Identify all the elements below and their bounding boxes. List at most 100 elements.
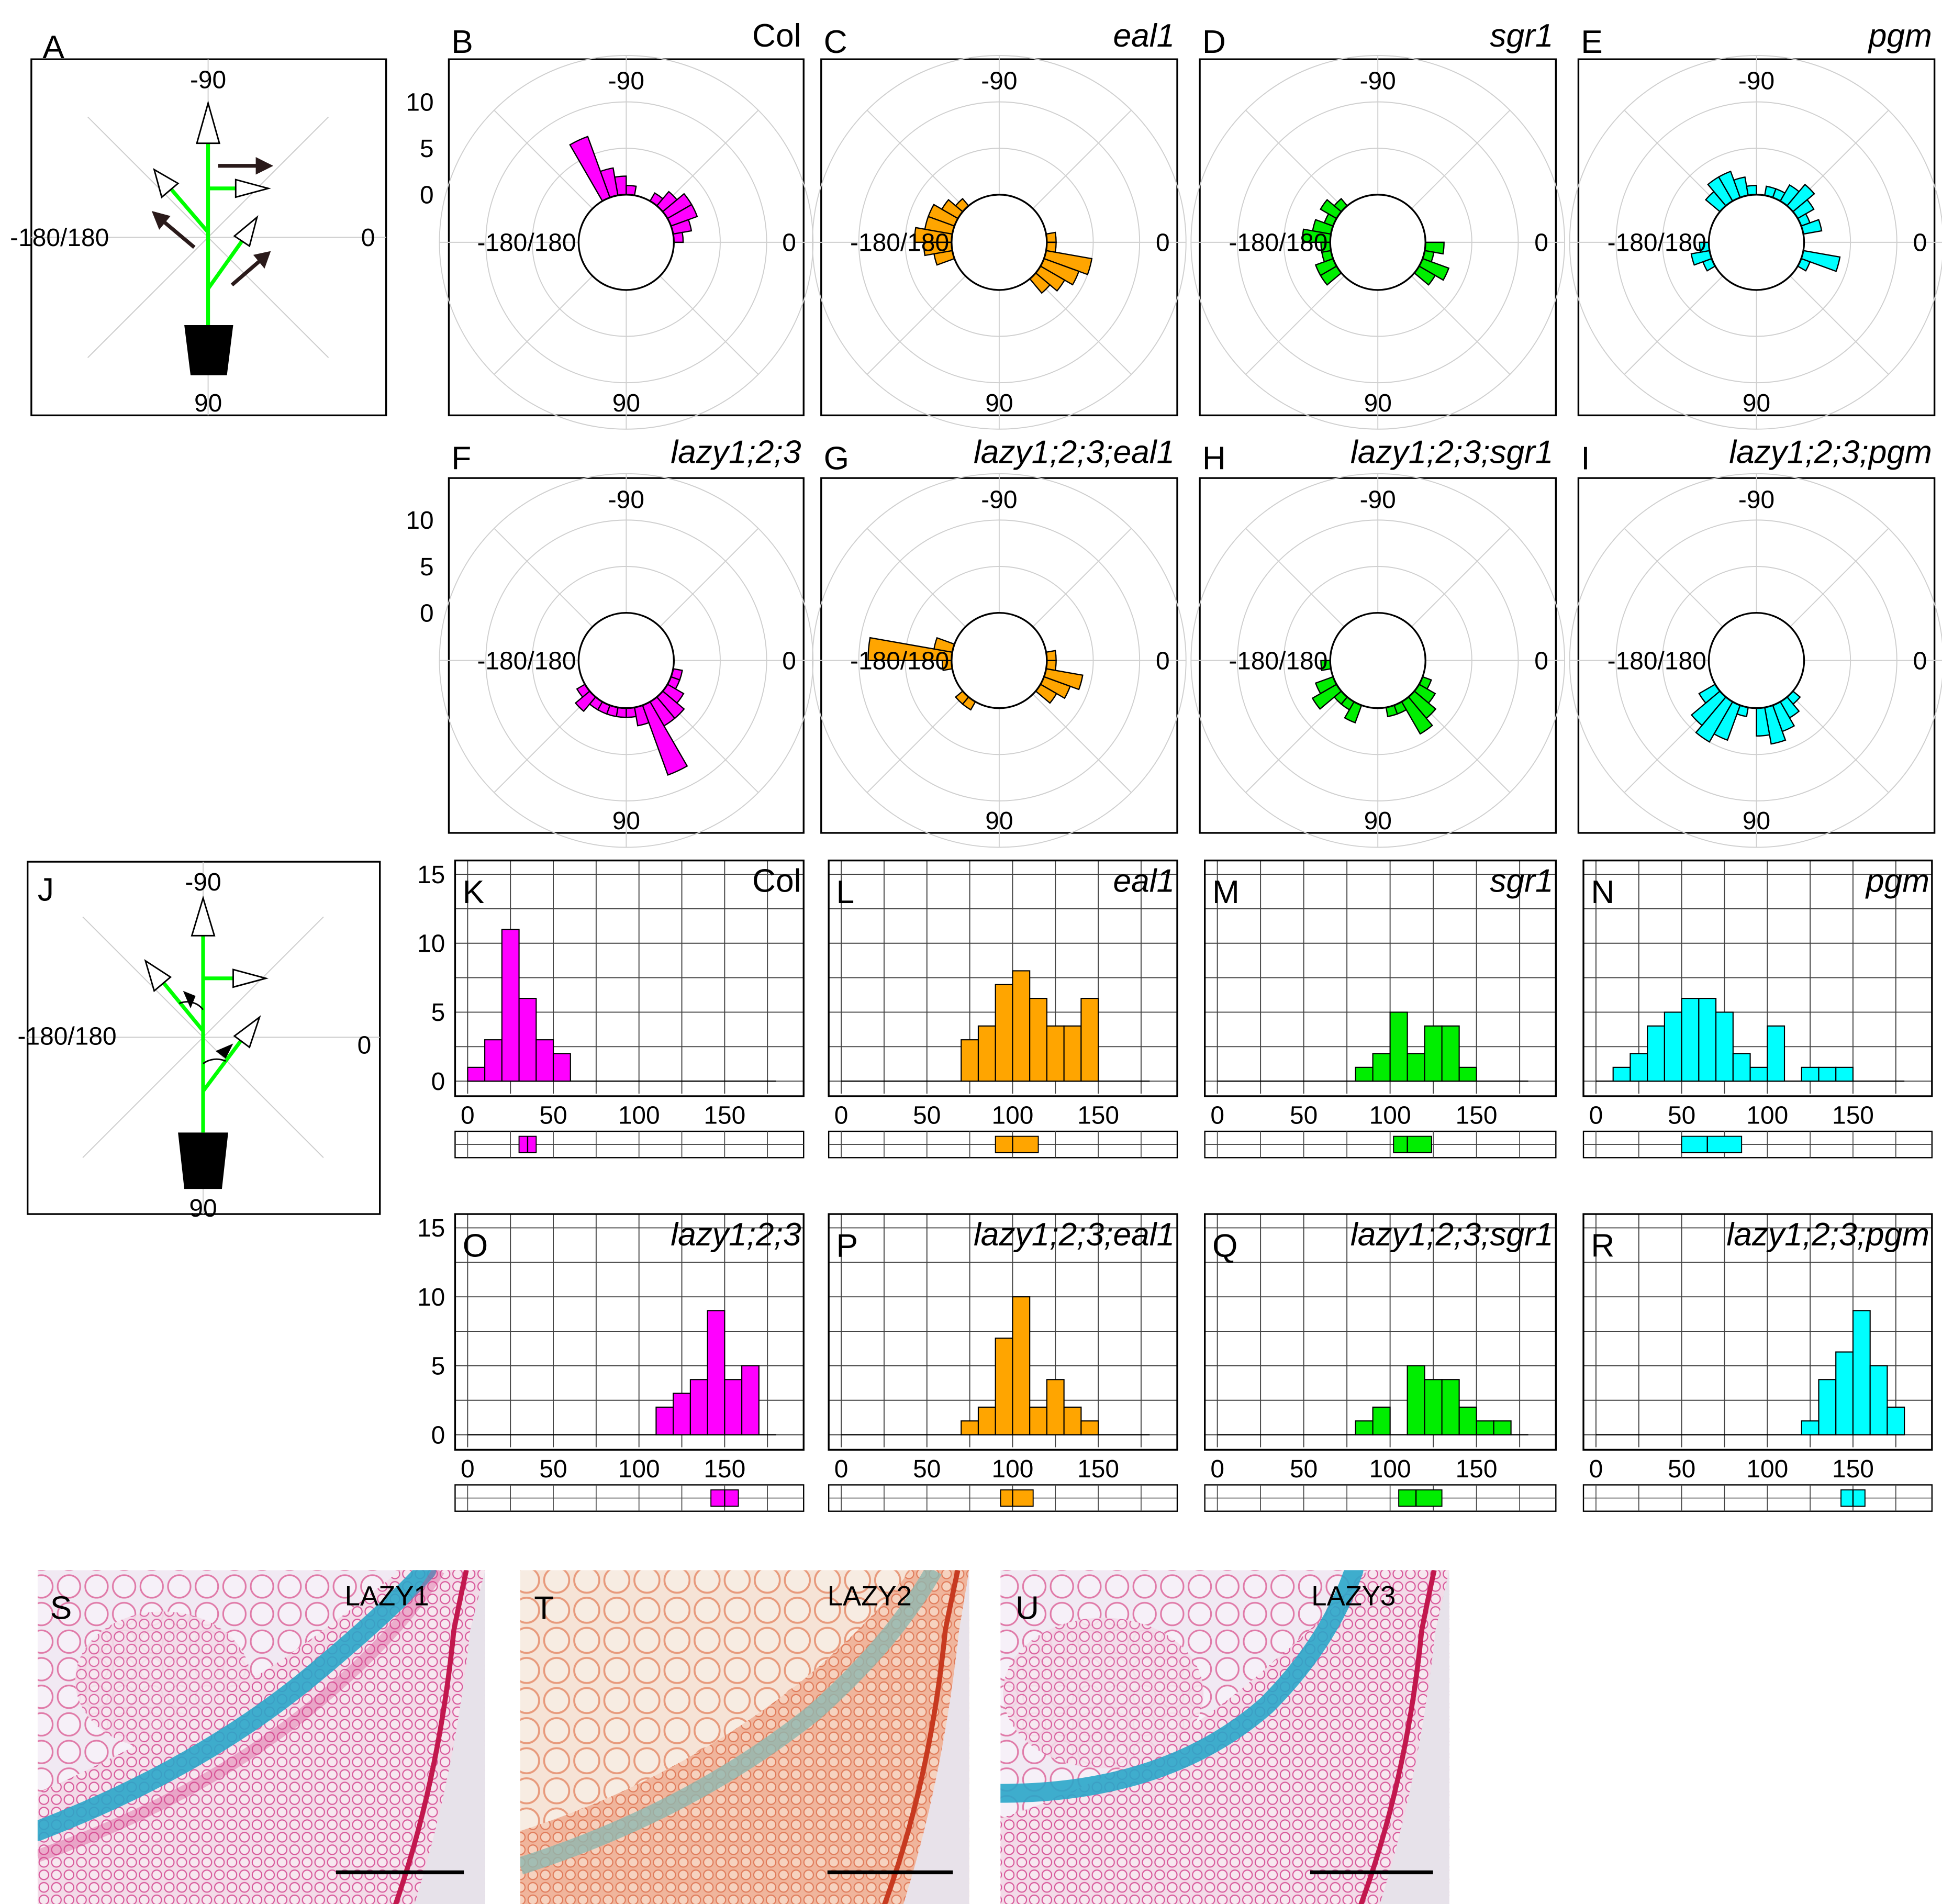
hist-bar — [741, 1365, 760, 1435]
hist-x-tick-label: 50 — [1668, 1455, 1695, 1483]
hist-bar — [1441, 1025, 1460, 1082]
hist-bar — [1424, 1379, 1443, 1435]
hist-genotype-label: lazy1;2;3;sgr1 — [1351, 1217, 1554, 1253]
polar-genotype-label: lazy1;2;3;eal1 — [974, 434, 1175, 470]
polar-grid-spoke — [660, 109, 759, 209]
polar-grid-spoke — [1245, 275, 1345, 375]
polar-panel-f: -90 90 -180/180 0 lazy1;2;3 F 10 5 0 — [406, 434, 814, 848]
polar-grid-spoke — [660, 275, 759, 375]
hist-bar — [1698, 998, 1717, 1082]
arrow-dark-right-icon — [255, 157, 274, 175]
polar-label-right: 0 — [782, 647, 796, 675]
hist-frame — [1582, 859, 1933, 1097]
micrograph-u-label: LAZY3 — [1311, 1580, 1396, 1611]
polar-inner-circle — [951, 194, 1048, 291]
hist-bar — [1664, 1011, 1682, 1082]
hist-bar — [1749, 1066, 1768, 1082]
polar-label-right: 0 — [1534, 229, 1548, 257]
polar-inner-circle — [1707, 194, 1805, 291]
panel-letter-i: I — [1581, 440, 1590, 476]
polar-grid-spoke — [1790, 694, 1889, 793]
hist-bar — [484, 1039, 503, 1082]
hist-x-tick-label: 150 — [1077, 1102, 1119, 1130]
hist-y-tick-label: 0 — [431, 1421, 445, 1449]
polar-grid-spoke — [1245, 694, 1345, 793]
polar-r-tick-label: 10 — [406, 507, 433, 535]
polar-inner-circle — [1707, 611, 1805, 709]
polar-label-left: -180/180 — [477, 647, 576, 675]
hist-x-tick-label: 0 — [834, 1102, 849, 1130]
hist-bar — [1355, 1420, 1374, 1435]
polar-inner-circle — [577, 611, 675, 709]
diagram-a-bottom-label: 90 — [194, 389, 222, 417]
polar-label-top: -90 — [1360, 486, 1396, 514]
polar-grid-spoke — [1245, 528, 1345, 627]
polar-label-left: -180/180 — [1229, 229, 1327, 257]
box-iqr — [1000, 1489, 1034, 1507]
hist-genotype-label: lazy1;2;3 — [671, 1217, 801, 1253]
hist-bar — [1801, 1066, 1820, 1082]
hist-bar — [1029, 998, 1047, 1082]
hist-bar — [1372, 1053, 1391, 1082]
angle-arc-icon — [203, 1058, 226, 1064]
micrograph-s-label: LAZY1 — [345, 1580, 429, 1611]
polar-grid-spoke — [1790, 275, 1889, 375]
hist-x-tick-label: 0 — [1210, 1102, 1224, 1130]
polar-label-top: -90 — [1360, 68, 1396, 95]
hist-x-tick-label: 150 — [704, 1455, 745, 1483]
panel-letter-f: F — [451, 440, 471, 476]
diagram-j: J -90 90 -180/180 0 — [18, 861, 381, 1222]
polar-inner-circle — [1329, 611, 1426, 709]
hist-bar — [1407, 1365, 1425, 1435]
hist-bar — [1424, 1025, 1443, 1082]
micrograph-u: U LAZY3 — [1000, 1570, 1449, 1904]
panel-letter-r: R — [1591, 1228, 1614, 1264]
hist-x-tick-label: 150 — [704, 1102, 745, 1130]
panel-letter-q: Q — [1212, 1228, 1237, 1264]
hist-x-tick-label: 100 — [1746, 1455, 1788, 1483]
arrow-dark-diagonal-icon — [253, 251, 271, 269]
hist-x-tick-label: 0 — [1589, 1455, 1603, 1483]
hist-x-tick-label: 50 — [539, 1455, 567, 1483]
polar-genotype-label: sgr1 — [1490, 18, 1553, 54]
arrow-dark-left-icon — [151, 210, 171, 230]
polar-grid-spoke — [1790, 528, 1889, 627]
polar-panel-c: -90 90 -180/180 0 eal1 C — [812, 18, 1187, 430]
polar-grid-spoke — [866, 275, 966, 375]
hist-frame — [1204, 859, 1557, 1097]
hist-bar — [1080, 998, 1099, 1082]
arrow-open-diagonal-icon — [233, 1015, 261, 1049]
polar-grid-spoke — [1411, 528, 1511, 627]
polar-label-top: -90 — [608, 68, 644, 95]
dark-arrows — [162, 164, 261, 287]
panel-letter-b: B — [451, 24, 473, 60]
polar-genotype-label: lazy1;2;3;sgr1 — [1351, 434, 1554, 470]
hist-bar — [1715, 1011, 1734, 1082]
hist-x-tick-label: 150 — [1077, 1455, 1119, 1483]
hist-bar — [977, 1025, 996, 1082]
hist-x-tick-label: 100 — [991, 1455, 1033, 1483]
hist-bar — [1372, 1406, 1391, 1435]
diagram-j-top-label: -90 — [185, 869, 221, 896]
hist-panel-r: 0 50 100 150 lazy1;2;3;pgm R — [1582, 1213, 1933, 1512]
hist-bar — [724, 1379, 743, 1435]
diagram-j-bottom-label: 90 — [189, 1195, 217, 1222]
hist-x-tick-label: 100 — [618, 1102, 660, 1130]
polar-grid-spoke — [1032, 694, 1132, 793]
hist-x-tick-label: 100 — [1369, 1455, 1411, 1483]
hist-y-tick-label: 10 — [417, 1284, 445, 1311]
polar-label-right: 0 — [1534, 647, 1548, 675]
hist-bar — [707, 1310, 726, 1435]
polar-inner-circle — [1329, 194, 1426, 291]
hist-x-tick-label: 100 — [1369, 1102, 1411, 1130]
hist-panel-p: 0 50 100 150 lazy1;2;3;eal1 P — [828, 1213, 1178, 1512]
polar-label-right: 0 — [1156, 229, 1170, 257]
hist-bar — [1476, 1420, 1494, 1435]
hist-bar — [1818, 1379, 1837, 1435]
hist-x-tick-label: 150 — [1832, 1102, 1874, 1130]
polar-label-right: 0 — [782, 229, 796, 257]
diagram-j-right-label: 0 — [358, 1032, 372, 1060]
hist-bar — [1630, 1053, 1648, 1082]
hist-frame — [1582, 1213, 1933, 1451]
